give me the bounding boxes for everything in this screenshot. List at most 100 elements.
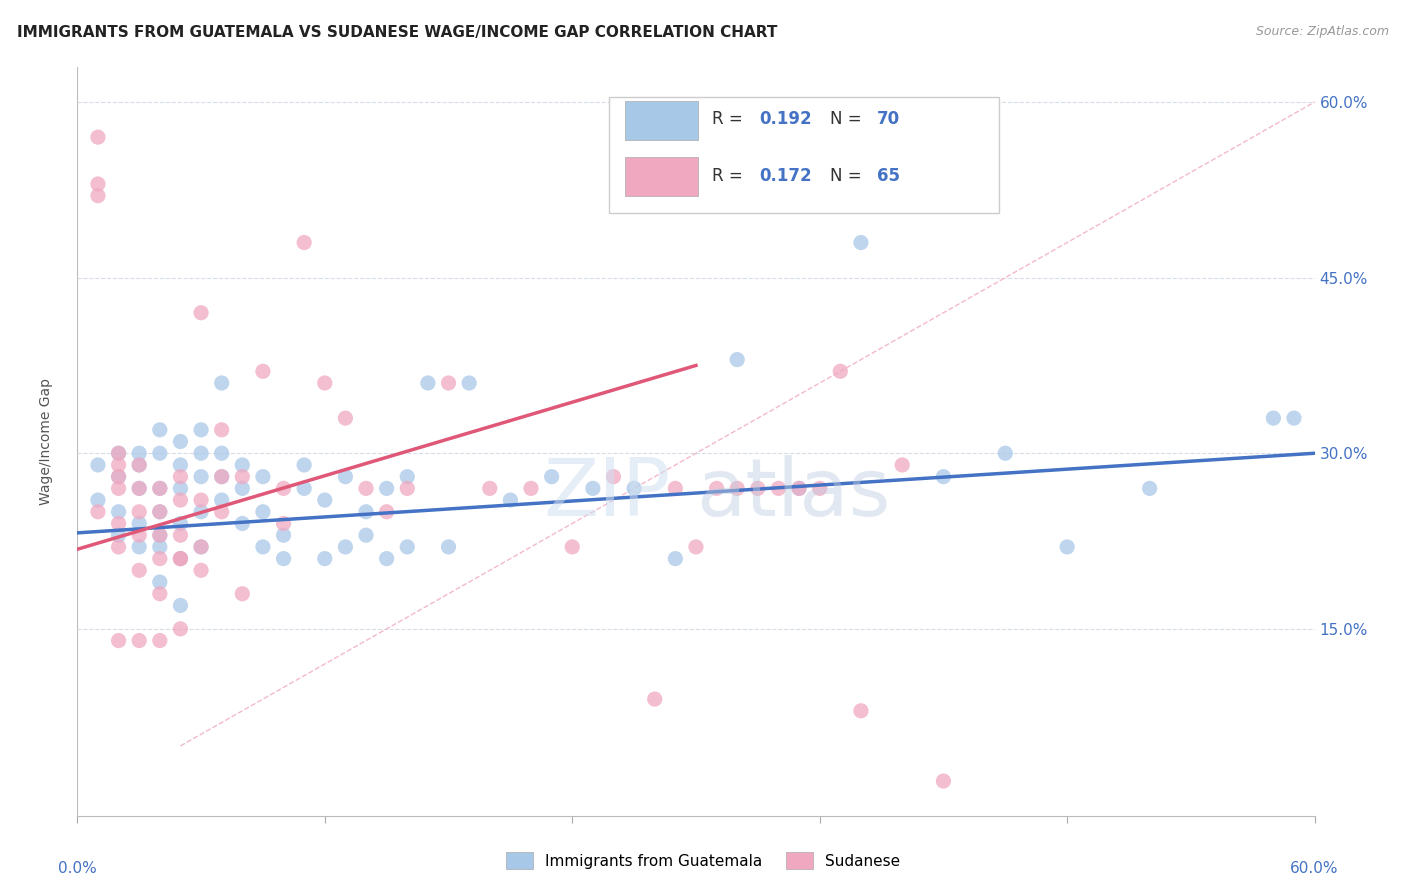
Point [149, 481, 172, 495]
Text: atlas: atlas [696, 455, 890, 533]
Point [107, 505, 129, 519]
Point [149, 481, 172, 495]
Point [849, 235, 872, 250]
Point [252, 364, 274, 378]
Point [314, 493, 336, 508]
Point [932, 469, 955, 483]
Point [149, 574, 172, 589]
Point [190, 306, 212, 320]
FancyBboxPatch shape [609, 97, 1000, 213]
Legend: Immigrants from Guatemala, Sudanese: Immigrants from Guatemala, Sudanese [499, 846, 907, 875]
Point [107, 528, 129, 542]
Point [602, 469, 624, 483]
Point [169, 458, 191, 472]
Point [190, 446, 212, 460]
Point [128, 505, 150, 519]
Point [273, 551, 295, 566]
Point [292, 235, 315, 250]
Point [87, 130, 110, 145]
Point [190, 563, 212, 577]
Point [149, 528, 172, 542]
Point [292, 481, 315, 495]
Point [107, 446, 129, 460]
Point [211, 423, 233, 437]
Point [149, 505, 172, 519]
Point [354, 481, 377, 495]
FancyBboxPatch shape [626, 101, 699, 139]
Point [190, 540, 212, 554]
Point [107, 469, 129, 483]
Point [128, 563, 150, 577]
Text: 60.0%: 60.0% [1291, 861, 1339, 876]
Point [149, 423, 172, 437]
Point [149, 587, 172, 601]
Point [128, 633, 150, 648]
Point [437, 540, 460, 554]
Text: N =: N = [830, 167, 866, 185]
Point [128, 540, 150, 554]
Point [169, 551, 191, 566]
Point [169, 622, 191, 636]
Text: R =: R = [711, 167, 748, 185]
Point [87, 177, 110, 191]
Point [87, 493, 110, 508]
Point [314, 376, 336, 390]
Point [211, 493, 233, 508]
Point [128, 458, 150, 472]
Point [808, 481, 831, 495]
Point [128, 528, 150, 542]
Text: 0.192: 0.192 [759, 111, 811, 128]
Point [149, 528, 172, 542]
Point [1139, 481, 1161, 495]
Point [314, 551, 336, 566]
Point [437, 376, 460, 390]
Point [128, 481, 150, 495]
Point [107, 633, 129, 648]
Point [664, 481, 686, 495]
Point [231, 587, 253, 601]
Point [520, 481, 543, 495]
Text: N =: N = [830, 111, 866, 128]
Text: R =: R = [711, 111, 748, 128]
Point [644, 692, 666, 706]
Text: IMMIGRANTS FROM GUATEMALA VS SUDANESE WAGE/INCOME GAP CORRELATION CHART: IMMIGRANTS FROM GUATEMALA VS SUDANESE WA… [17, 25, 778, 40]
Point [107, 458, 129, 472]
Point [292, 458, 315, 472]
Text: Source: ZipAtlas.com: Source: ZipAtlas.com [1256, 25, 1389, 38]
Point [768, 481, 790, 495]
Text: 65: 65 [876, 167, 900, 185]
Point [787, 481, 810, 495]
Point [375, 481, 398, 495]
Point [169, 493, 191, 508]
Point [149, 540, 172, 554]
Point [540, 469, 562, 483]
Point [169, 516, 191, 531]
Point [107, 540, 129, 554]
Point [1263, 411, 1285, 425]
Point [335, 540, 357, 554]
Point [252, 505, 274, 519]
Point [211, 376, 233, 390]
Point [128, 458, 150, 472]
Point [87, 458, 110, 472]
Point [664, 551, 686, 566]
Point [375, 551, 398, 566]
Point [561, 540, 583, 554]
Point [273, 528, 295, 542]
Point [273, 516, 295, 531]
Point [416, 376, 439, 390]
Point [725, 352, 748, 367]
Point [994, 446, 1017, 460]
Point [231, 481, 253, 495]
Point [706, 481, 728, 495]
Point [335, 411, 357, 425]
Point [849, 704, 872, 718]
Point [354, 528, 377, 542]
Point [107, 446, 129, 460]
Point [169, 469, 191, 483]
Point [169, 551, 191, 566]
Point [211, 469, 233, 483]
Point [107, 516, 129, 531]
Point [149, 505, 172, 519]
Point [1056, 540, 1078, 554]
